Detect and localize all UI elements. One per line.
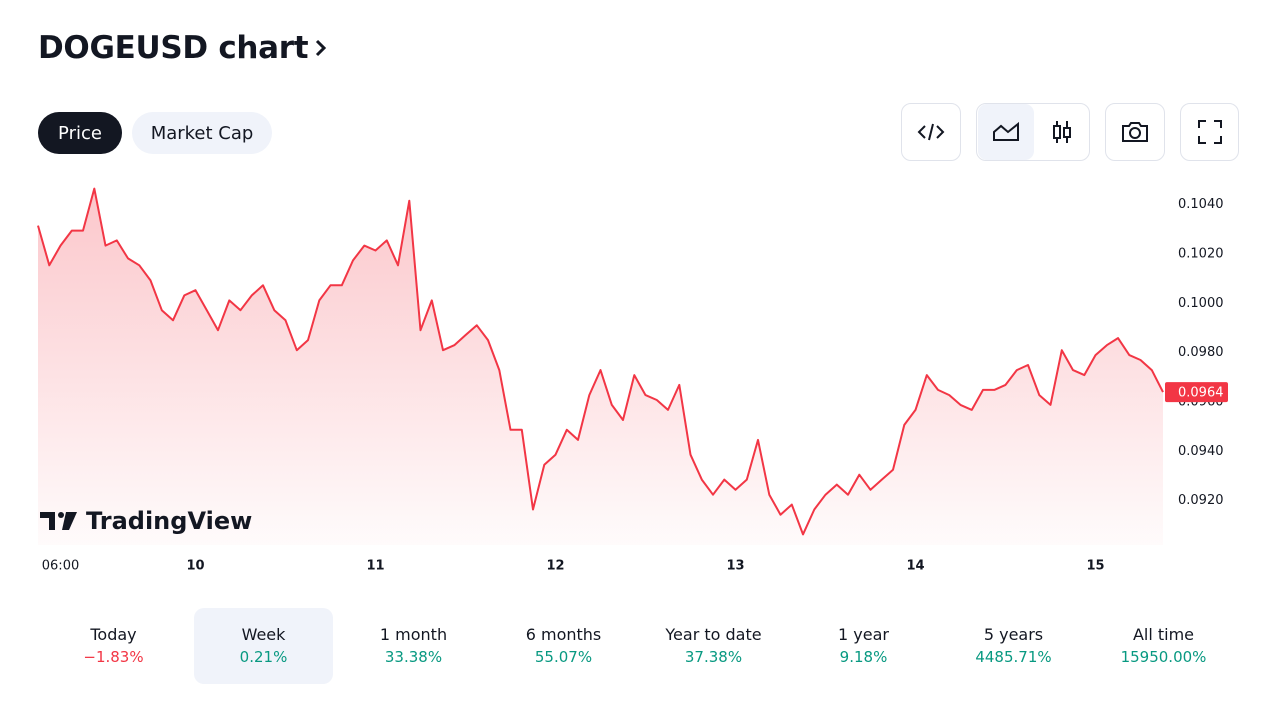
period-label: 6 months	[525, 625, 602, 644]
period-button[interactable]: Today −1.83%	[44, 608, 183, 684]
period-label: Today	[90, 625, 137, 644]
y-tick-label: 0.1020	[1178, 246, 1224, 261]
x-tick-label: 12	[546, 559, 564, 574]
period-change: 37.38%	[684, 648, 743, 666]
candle-style-button[interactable]	[1034, 104, 1090, 160]
last-price-tag	[1165, 382, 1228, 403]
y-tick-label: 0.1040	[1178, 197, 1224, 212]
code-icon	[917, 123, 945, 141]
last-price-label: 0.0964	[1178, 386, 1224, 401]
candle-icon	[1053, 121, 1071, 143]
period-button[interactable]: 1 month 33.38%	[344, 608, 483, 684]
x-tick-label: 13	[726, 559, 744, 574]
brand-name: TradingView	[86, 507, 252, 535]
period-change: 9.18%	[839, 648, 888, 666]
chevron	[316, 39, 327, 57]
tab-market-cap[interactable]: Market Cap	[132, 112, 272, 154]
x-tick-label: 14	[906, 559, 924, 574]
fullscreen-icon	[1198, 120, 1222, 144]
page-title[interactable]: DOGEUSD chart	[38, 30, 328, 66]
y-tick-label: 0.0920	[1178, 493, 1224, 508]
y-tick-label: 0.1000	[1178, 296, 1224, 311]
price-area	[38, 188, 1163, 545]
period-label: 1 year	[838, 625, 889, 644]
period-label: Week	[241, 625, 286, 644]
period-change: 4485.71%	[975, 648, 1052, 666]
x-tick-label: 06:00	[42, 559, 79, 574]
period-change: 15950.00%	[1120, 648, 1207, 666]
period-button[interactable]: All time 15950.00%	[1094, 608, 1233, 684]
area-icon	[993, 121, 1019, 141]
x-tick-label: 10	[186, 559, 204, 574]
period-change: 33.38%	[384, 648, 443, 666]
camera-icon	[1122, 122, 1148, 142]
period-label: 1 month	[379, 625, 448, 644]
period-change: 0.21%	[239, 648, 288, 666]
period-button[interactable]: Year to date 37.38%	[644, 608, 783, 684]
x-tick-label: 11	[366, 559, 384, 574]
period-change: −1.83%	[83, 648, 144, 666]
period-button[interactable]: 6 months 55.07%	[494, 608, 633, 684]
brand-logo: TradingView	[40, 507, 252, 535]
tab-price[interactable]: Price	[38, 112, 122, 154]
period-button[interactable]: 1 year 9.18%	[794, 608, 933, 684]
period-label: All time	[1132, 625, 1195, 644]
price-line	[37, 187, 1164, 536]
title-text[interactable]: DOGEUSD chart	[38, 30, 309, 66]
period-label: 5 years	[983, 625, 1044, 644]
embed-button[interactable]	[903, 104, 959, 160]
period-label: Year to date	[665, 625, 762, 644]
snapshot-button[interactable]	[1107, 104, 1163, 160]
snapshot-button-box	[1105, 103, 1165, 161]
period-button[interactable]: 5 years 4485.71%	[944, 608, 1083, 684]
fullscreen-button[interactable]	[1182, 104, 1238, 160]
y-tick-label: 0.0940	[1178, 444, 1224, 459]
embed-button-box	[901, 103, 961, 161]
fullscreen-button-box	[1180, 103, 1239, 161]
chart-style-group	[976, 103, 1090, 161]
y-tick-label: 0.0980	[1178, 345, 1224, 360]
period-button[interactable]: Week 0.21%	[194, 608, 333, 684]
x-tick-label: 15	[1086, 559, 1104, 574]
period-change: 55.07%	[534, 648, 593, 666]
area-style-button[interactable]	[978, 104, 1034, 160]
